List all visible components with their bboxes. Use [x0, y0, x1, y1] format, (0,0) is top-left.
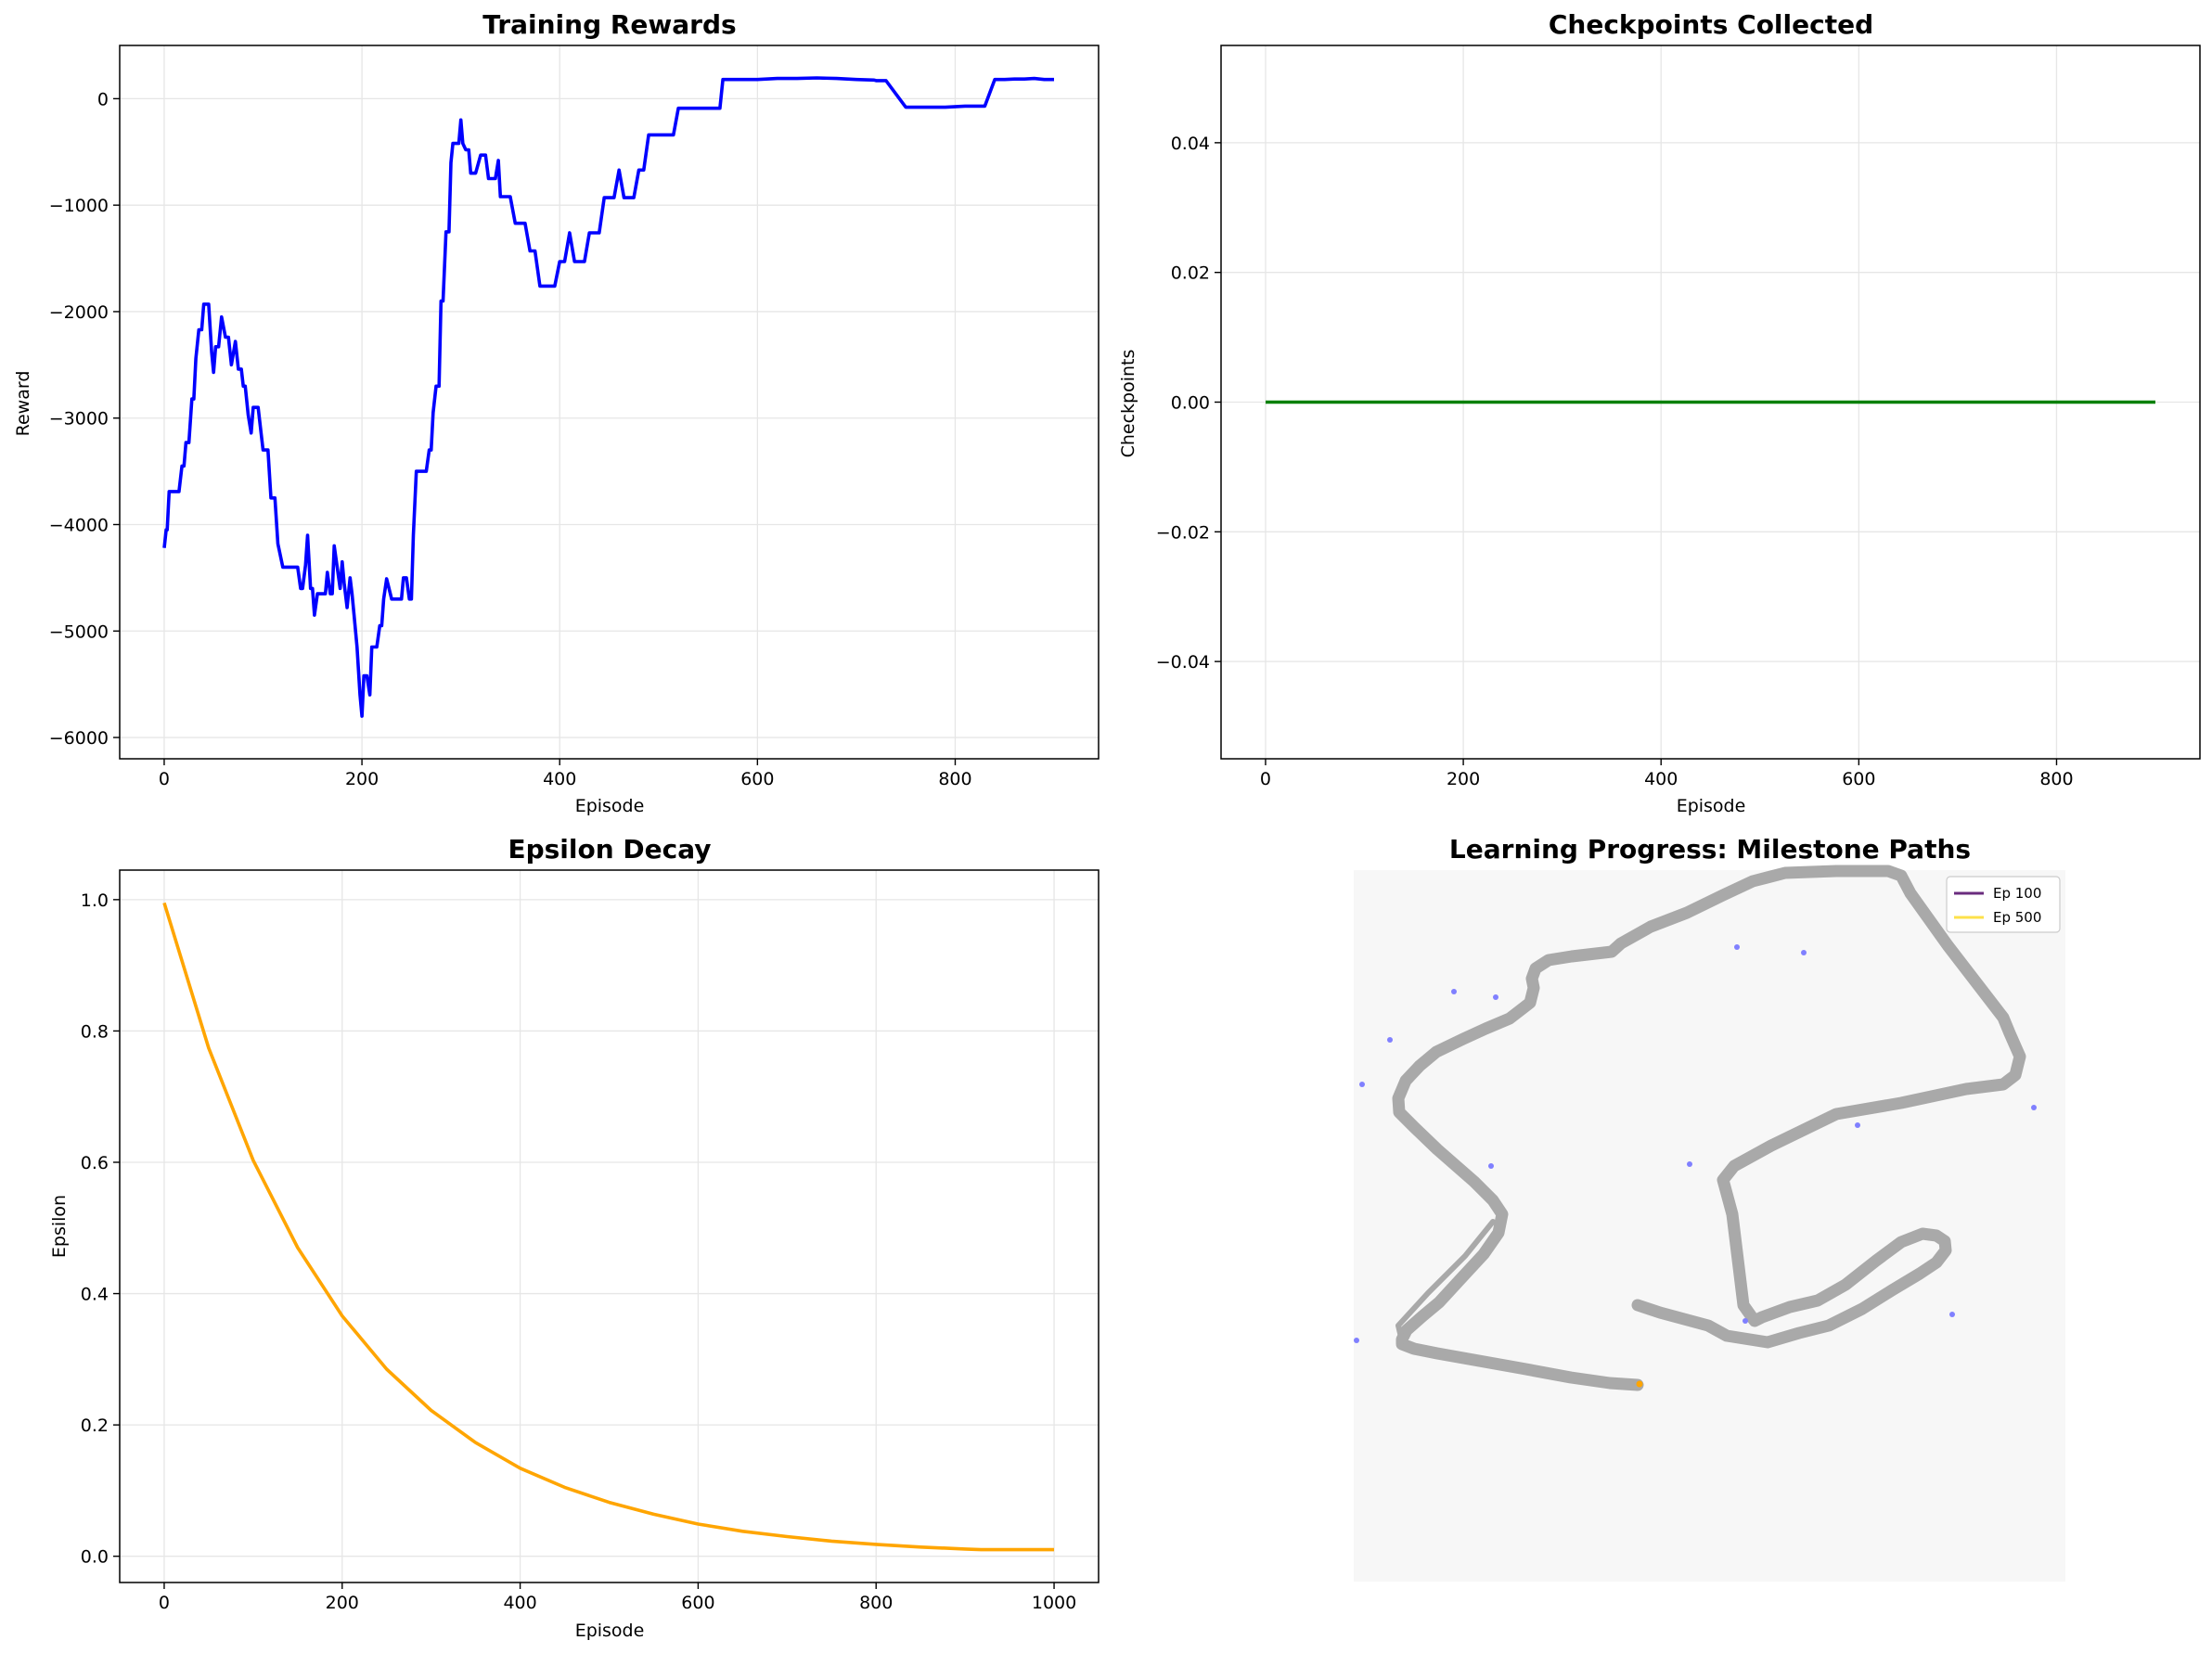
- epsilon-xtick-label-4: 800: [859, 1593, 893, 1613]
- milestones-plot: Ep 100 Ep 500: [1354, 865, 2065, 1582]
- epsilon-plot: 0 200 400 600 800 1000 0.0 0.2 0.4 0.6 0.8 1.0: [81, 869, 1100, 1613]
- epsilon-xtick-label-3: 600: [681, 1593, 714, 1613]
- rewards-xtick-label-1: 200: [345, 769, 379, 789]
- rewards-axes-frame: [119, 45, 1100, 760]
- epsilon-xtick-label-1: 200: [326, 1593, 359, 1613]
- epsilon-xtick-label-0: 0: [159, 1593, 170, 1613]
- checkpoints-xtick-label-3: 600: [1842, 769, 1875, 789]
- rewards-ytick-label-3: −3000: [49, 409, 109, 429]
- checkpoint-marker-12: [1354, 1338, 1359, 1343]
- checkpoints-title: Checkpoints Collected: [1549, 9, 1873, 40]
- checkpoint-marker-3: [1451, 989, 1457, 994]
- checkpoint-marker-11: [1743, 1318, 1748, 1324]
- epsilon-ytick-label-3: 0.6: [81, 1153, 109, 1173]
- legend-label-0: Ep 100: [1993, 885, 2041, 902]
- checkpoints-xlabel: Episode: [1677, 796, 1746, 816]
- milestones-title: Learning Progress: Milestone Paths: [1449, 834, 1971, 865]
- checkpoints-ytick-label-4: 0.04: [1171, 134, 1210, 154]
- track-path-main: [1392, 865, 2026, 1391]
- rewards-ytick-label-2: −4000: [49, 515, 109, 535]
- rewards-ytick-label-1: −5000: [49, 621, 109, 642]
- checkpoint-marker-10: [1949, 1312, 1955, 1317]
- checkpoints-ytick-label-3: 0.02: [1171, 263, 1210, 284]
- start-marker: [1636, 1380, 1643, 1388]
- epsilon-xtick-label-5: 1000: [1032, 1593, 1076, 1613]
- checkpoints-ytick-label-0: −0.04: [1156, 652, 1210, 673]
- epsilon-ylabel: Epsilon: [49, 1195, 70, 1258]
- rewards-xlabel: Episode: [575, 796, 645, 816]
- checkpoint-marker-2: [1493, 994, 1498, 1000]
- rewards-ytick-label-0: −6000: [49, 728, 109, 749]
- rewards-ytick-label-6: 0: [97, 89, 109, 109]
- epsilon-title: Epsilon Decay: [508, 834, 711, 865]
- checkpoint-marker-5: [1359, 1082, 1365, 1087]
- checkpoints-xtick-label-0: 0: [1260, 769, 1271, 789]
- checkpoint-marker-8: [1687, 1161, 1692, 1167]
- checkpoint-marker-7: [1855, 1122, 1860, 1128]
- checkpoint-marker-4: [1387, 1037, 1393, 1043]
- checkpoint-marker-6: [2031, 1105, 2037, 1110]
- epsilon-axes-frame: [119, 869, 1100, 1583]
- rewards-series-line-0: [162, 76, 1054, 718]
- legend-label-1: Ep 500: [1993, 909, 2041, 926]
- rewards-ytick-label-5: −1000: [49, 196, 109, 216]
- epsilon-xtick-label-2: 400: [503, 1593, 536, 1613]
- epsilon-xlabel: Episode: [575, 1621, 645, 1641]
- rewards-plot: 0 200 400 600 800 −6000 −5000 −4000 −3000 −2000 −1…: [49, 45, 1100, 789]
- rewards-xtick-label-0: 0: [159, 769, 170, 789]
- checkpoints-xtick-label-4: 800: [2039, 769, 2073, 789]
- checkpoints-ytick-label-2: 0.00: [1171, 393, 1210, 414]
- checkpoint-marker-9: [1488, 1163, 1494, 1169]
- epsilon-ytick-label-2: 0.4: [81, 1285, 109, 1305]
- epsilon-ytick-label-1: 0.2: [81, 1416, 109, 1436]
- rewards-xtick-label-2: 400: [543, 769, 576, 789]
- rewards-xtick-label-4: 800: [938, 769, 971, 789]
- checkpoints-ylabel: Checkpoints: [1118, 350, 1138, 458]
- checkpoints-plot: 0 200 400 600 800 −0.04 −0.02 0.00 0.02 0.04: [1156, 45, 2201, 789]
- epsilon-ytick-label-4: 0.8: [81, 1021, 109, 1042]
- checkpoints-xtick-label-2: 400: [1644, 769, 1678, 789]
- epsilon-series-line-0: [162, 902, 1054, 1552]
- rewards-title: Training Rewards: [482, 9, 736, 40]
- checkpoints-xtick-label-1: 200: [1447, 769, 1480, 789]
- milestones-background: [1354, 870, 2065, 1582]
- epsilon-ytick-label-0: 0.0: [81, 1547, 109, 1568]
- checkpoints-ytick-label-1: −0.02: [1156, 522, 1210, 543]
- epsilon-ytick-label-5: 1.0: [81, 891, 109, 911]
- rewards-xtick-label-3: 600: [740, 769, 774, 789]
- rewards-ylabel: Reward: [13, 371, 33, 437]
- track-path-inner: [1395, 1219, 1496, 1344]
- checkpoint-marker-0: [1734, 944, 1740, 950]
- rewards-ytick-label-4: −2000: [49, 302, 109, 323]
- checkpoint-marker-1: [1801, 950, 1807, 955]
